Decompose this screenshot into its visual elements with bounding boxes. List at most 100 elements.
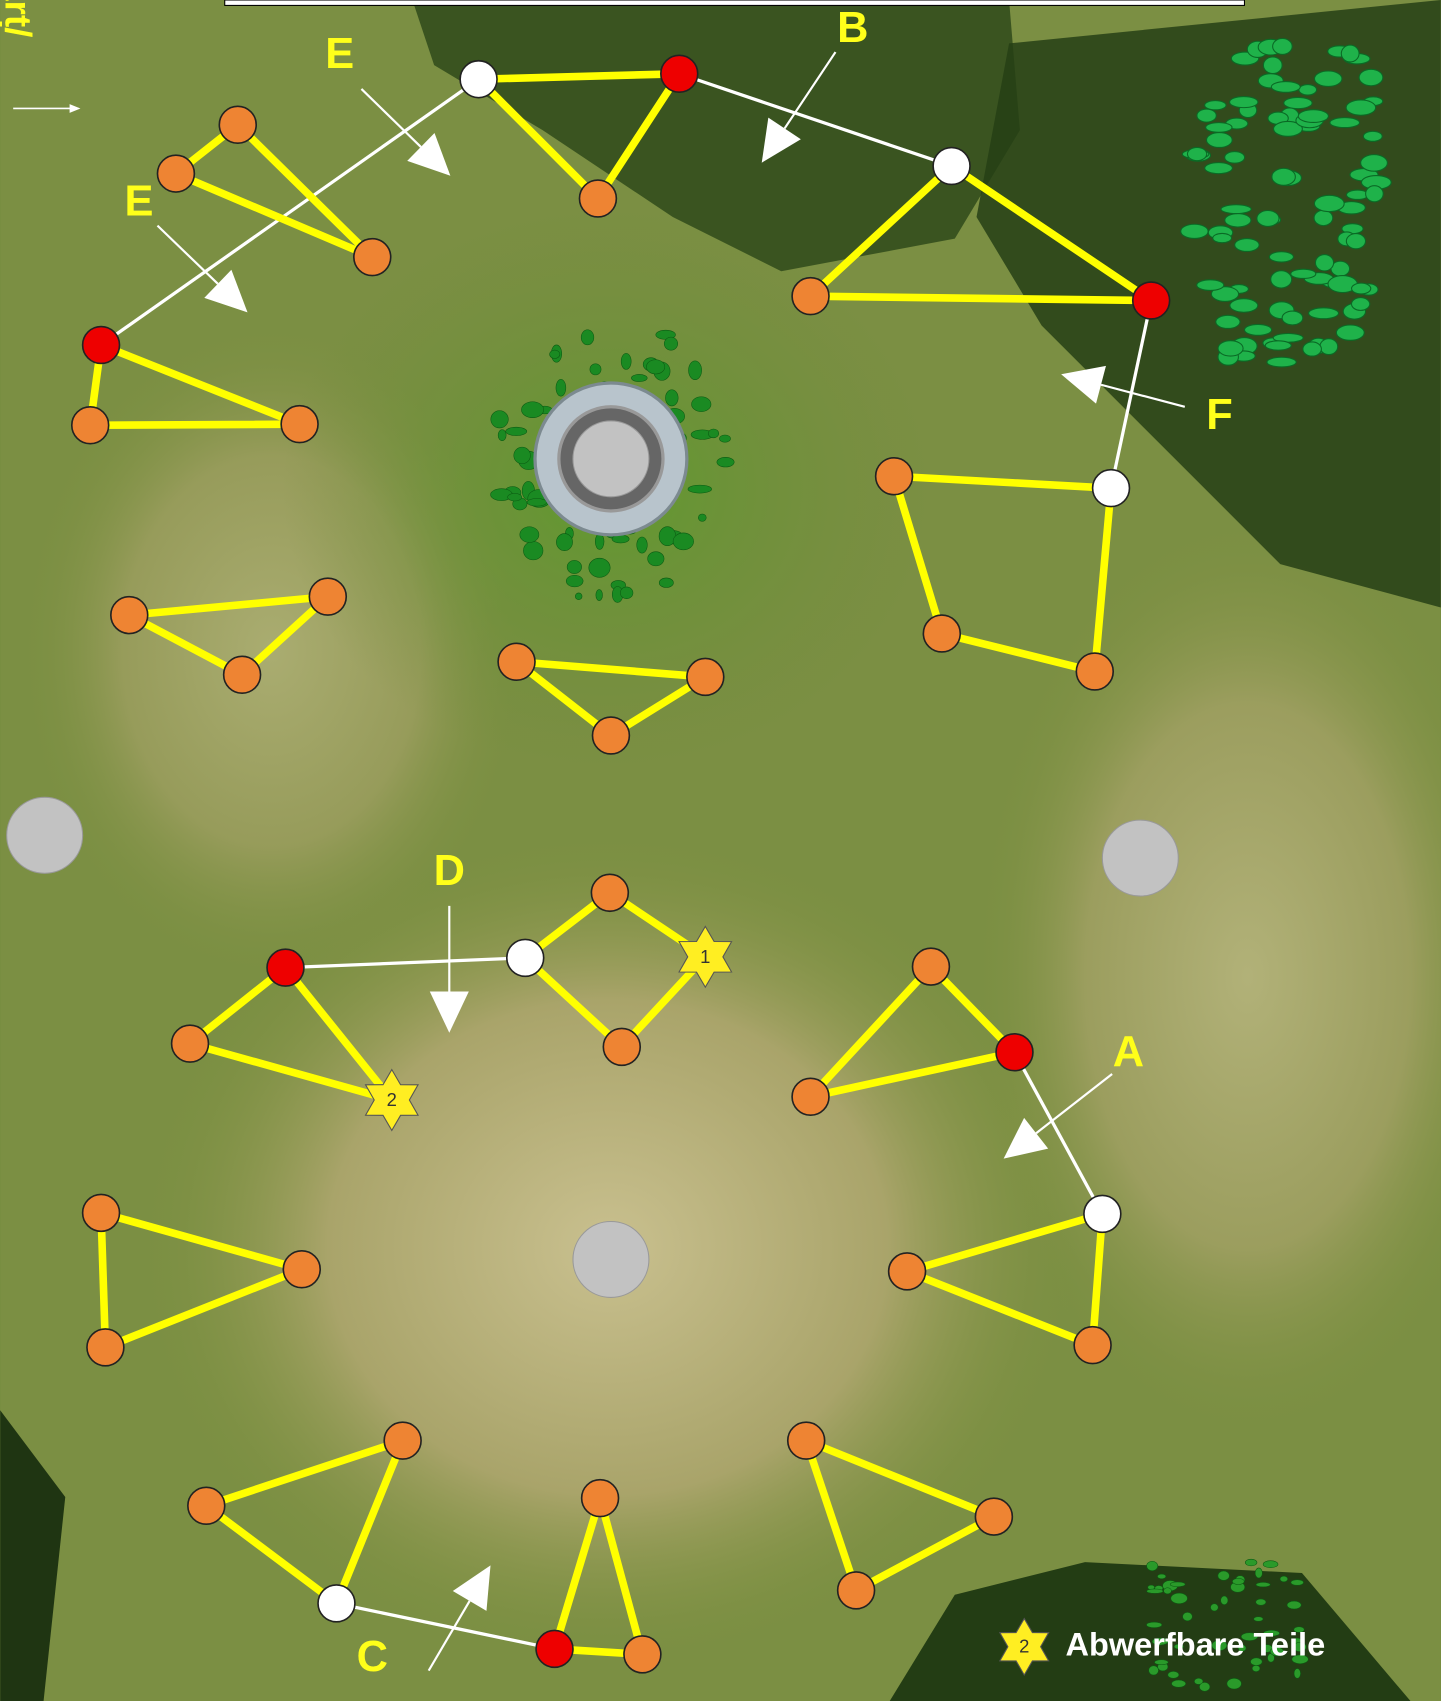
tree-leaf bbox=[1271, 82, 1300, 93]
tree-leaf bbox=[1291, 269, 1316, 278]
tree-dot bbox=[1199, 1682, 1210, 1691]
tree-leaf bbox=[1272, 168, 1295, 185]
tree-dot bbox=[550, 350, 560, 358]
post-marker bbox=[498, 643, 535, 680]
tree-dot bbox=[1172, 1680, 1186, 1687]
post-marker bbox=[838, 1572, 875, 1609]
post-marker bbox=[923, 615, 960, 652]
post-marker bbox=[460, 61, 497, 98]
section-label: D bbox=[434, 847, 465, 895]
post-marker bbox=[592, 717, 629, 754]
post-marker bbox=[83, 1194, 120, 1231]
tree-leaf bbox=[1225, 152, 1245, 164]
tree-dot bbox=[698, 514, 706, 521]
section-label: E bbox=[125, 177, 154, 225]
post-marker bbox=[309, 578, 346, 615]
stone bbox=[7, 797, 83, 873]
tree-leaf bbox=[1346, 100, 1376, 115]
star-number: 2 bbox=[387, 1089, 397, 1110]
tree-dot bbox=[1157, 1574, 1165, 1579]
tree-dot bbox=[1256, 1599, 1266, 1605]
post-marker bbox=[1133, 282, 1170, 319]
tree-dot bbox=[1170, 1582, 1185, 1587]
tree-leaf bbox=[1273, 39, 1293, 55]
post-marker bbox=[889, 1253, 926, 1290]
tree-leaf bbox=[1309, 308, 1339, 319]
tree-leaf bbox=[1320, 339, 1338, 355]
tree-dot bbox=[1291, 1580, 1304, 1586]
post-marker bbox=[188, 1487, 225, 1524]
tree-dot bbox=[575, 593, 582, 600]
post-marker bbox=[172, 1025, 209, 1062]
tree-dot bbox=[1254, 1617, 1263, 1621]
post-marker bbox=[1084, 1195, 1121, 1232]
tree-leaf bbox=[1303, 342, 1322, 356]
tree-leaf bbox=[1206, 123, 1232, 133]
tree-dot bbox=[648, 552, 664, 566]
tree-leaf bbox=[1361, 155, 1388, 172]
section-label: F bbox=[1206, 391, 1233, 439]
post-marker bbox=[975, 1498, 1012, 1535]
post-marker bbox=[87, 1329, 124, 1366]
tree-leaf bbox=[1205, 163, 1233, 174]
post-marker bbox=[281, 406, 318, 443]
post-marker bbox=[83, 327, 120, 364]
tree-leaf bbox=[1284, 97, 1312, 108]
tree-dot bbox=[664, 337, 678, 350]
tree-dot bbox=[523, 541, 543, 560]
tree-leaf bbox=[1197, 280, 1224, 291]
tree-dot bbox=[1218, 1571, 1230, 1580]
tree-dot bbox=[589, 558, 610, 577]
post-marker bbox=[536, 1630, 573, 1667]
post-marker bbox=[1076, 653, 1113, 690]
tree-dot bbox=[1211, 1604, 1219, 1611]
tree-leaf bbox=[1265, 341, 1291, 350]
tree-leaf bbox=[1216, 315, 1240, 328]
tree-dot bbox=[596, 589, 603, 600]
tree-leaf bbox=[1244, 324, 1271, 335]
post-marker bbox=[591, 874, 628, 911]
tree-dot bbox=[688, 485, 712, 493]
tree-leaf bbox=[1235, 239, 1259, 252]
tree-leaf bbox=[1330, 118, 1360, 128]
tree-dot bbox=[508, 493, 522, 501]
post-marker bbox=[157, 155, 194, 192]
tree-leaf bbox=[1263, 57, 1282, 74]
tree-dot bbox=[1245, 1559, 1257, 1566]
tree-dot bbox=[566, 575, 583, 587]
star-number: 1 bbox=[700, 946, 710, 967]
stone bbox=[573, 1222, 649, 1298]
tree-leaf bbox=[1363, 131, 1382, 141]
tree-leaf bbox=[1314, 71, 1341, 86]
tree-dot bbox=[491, 411, 509, 428]
post-marker bbox=[1074, 1327, 1111, 1364]
tree-leaf bbox=[1221, 205, 1251, 214]
tree-dot bbox=[665, 390, 678, 406]
tree-leaf bbox=[1267, 357, 1296, 367]
post-marker bbox=[661, 55, 698, 92]
tree-dot bbox=[556, 379, 566, 396]
tree-dot bbox=[1221, 1596, 1228, 1605]
post-marker bbox=[996, 1034, 1033, 1071]
post-marker bbox=[224, 656, 261, 693]
course-map: 12EBEFDAC2Abwerfbare Teile art/ iel bbox=[0, 0, 1441, 1701]
tree-leaf bbox=[1336, 325, 1364, 340]
tree-dot bbox=[1171, 1593, 1188, 1604]
tree-leaf bbox=[1269, 252, 1293, 262]
post-marker bbox=[792, 1078, 829, 1115]
tree-dot bbox=[692, 397, 711, 412]
tree-leaf bbox=[1341, 45, 1359, 62]
tree-dot bbox=[1147, 1561, 1158, 1570]
legend-star-number: 2 bbox=[1019, 1636, 1029, 1657]
post-marker bbox=[1093, 470, 1130, 507]
tree-dot bbox=[708, 429, 718, 438]
tree-leaf bbox=[1271, 271, 1292, 288]
tree-leaf bbox=[1352, 283, 1371, 294]
tree-leaf bbox=[1282, 311, 1303, 325]
tree-dot bbox=[506, 427, 527, 435]
tree-dot bbox=[514, 447, 531, 464]
tree-dot bbox=[498, 430, 506, 441]
tree-dot bbox=[1252, 1665, 1260, 1671]
tree-dot bbox=[556, 534, 572, 551]
tree-dot bbox=[1183, 1612, 1193, 1620]
